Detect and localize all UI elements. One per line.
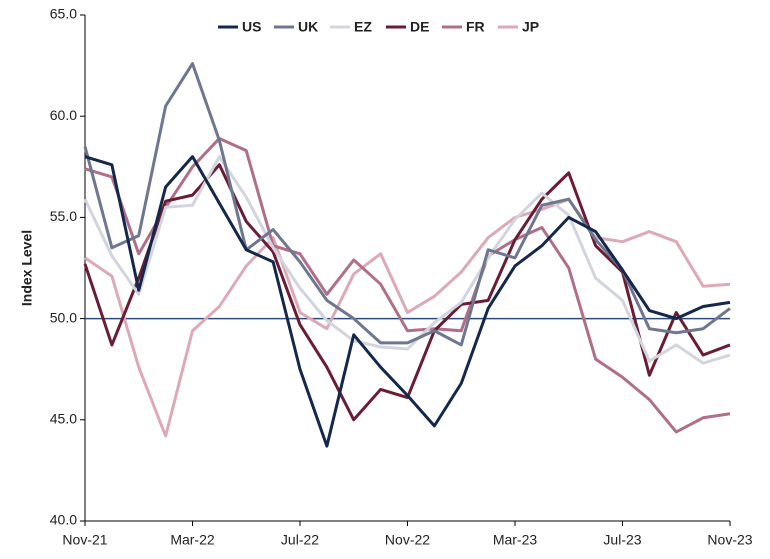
x-tick-label: Mar-22 bbox=[170, 532, 215, 548]
legend-label: US bbox=[242, 19, 261, 35]
x-tick-label: Jul-22 bbox=[281, 532, 319, 548]
series-line bbox=[84, 136, 731, 434]
y-tick-label: 55.0 bbox=[50, 208, 77, 224]
legend-label: EZ bbox=[354, 19, 372, 35]
x-tick-label: Mar-23 bbox=[493, 532, 538, 548]
x-tick-label: Nov-21 bbox=[62, 532, 107, 548]
legend-label: UK bbox=[298, 19, 318, 35]
y-tick-label: 40.0 bbox=[50, 512, 77, 528]
y-tick-label: 60.0 bbox=[50, 107, 77, 123]
x-tick-label: Nov-22 bbox=[385, 532, 430, 548]
x-tick-label: Nov-23 bbox=[707, 532, 752, 548]
y-tick-label: 50.0 bbox=[50, 309, 77, 325]
legend-label: FR bbox=[466, 19, 485, 35]
x-tick-label: Jul-23 bbox=[603, 532, 641, 548]
series-line bbox=[83, 155, 731, 365]
series-line bbox=[84, 197, 731, 438]
series-line bbox=[84, 155, 731, 448]
series-line bbox=[83, 62, 731, 347]
legend-label: JP bbox=[522, 19, 539, 35]
y-tick-label: 45.0 bbox=[50, 411, 77, 427]
legend-label: DE bbox=[410, 19, 429, 35]
y-tick-label: 65.0 bbox=[50, 6, 77, 22]
y-axis-label: Index Level bbox=[19, 230, 35, 306]
